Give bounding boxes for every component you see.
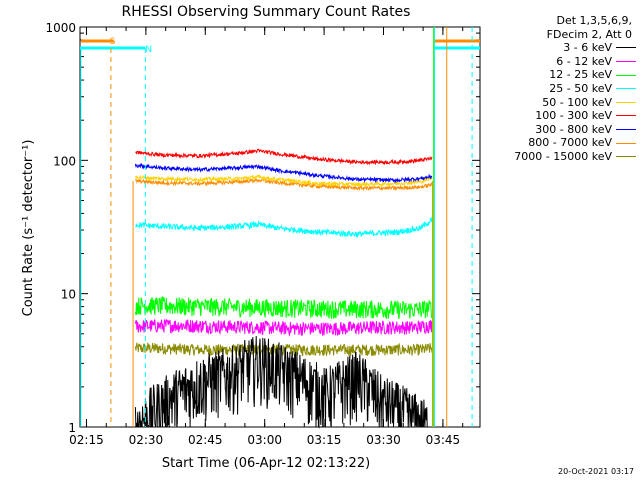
legend-label: 50 - 100 keV	[542, 95, 612, 109]
legend-label: 6 - 12 keV	[556, 54, 612, 68]
x-axis-label: Start Time (06-Apr-12 02:13:22)	[162, 456, 370, 471]
flag-label-s: S	[110, 37, 116, 47]
legend-swatch	[616, 74, 636, 76]
series-line	[134, 177, 432, 192]
legend-entry: 25 - 50 keV	[478, 82, 636, 96]
legend-label: 3 - 6 keV	[563, 41, 612, 55]
legend-swatch	[616, 101, 636, 103]
legend-swatch	[616, 115, 636, 117]
legend-label: 100 - 300 keV	[535, 109, 612, 123]
x-tick-label: 03:15	[307, 433, 342, 447]
legend-swatch	[616, 88, 636, 90]
legend-label: 300 - 800 keV	[535, 122, 612, 136]
chart-title: RHESSI Observing Summary Count Rates	[122, 4, 411, 20]
legend-entry: 3 - 6 keV	[478, 41, 636, 55]
legend-label: 25 - 50 keV	[549, 81, 612, 95]
series-line	[134, 335, 429, 429]
y-tick-label: 100	[53, 154, 76, 168]
legend-entry: 50 - 100 keV	[478, 96, 636, 110]
legend: Det 1,3,5,6,9, FDecim 2, Att 0 3 - 6 keV…	[478, 14, 636, 164]
y-tick-label: 1	[68, 421, 76, 435]
x-tick-label: 02:15	[69, 433, 104, 447]
legend-swatch	[616, 47, 636, 49]
x-tick-label: 02:30	[129, 433, 164, 447]
y-tick-label: 1000	[45, 21, 76, 35]
x-tick-label: 03:00	[247, 433, 282, 447]
y-tick-label: 10	[61, 288, 76, 302]
x-tick-label: 03:30	[366, 433, 401, 447]
series-line	[134, 318, 433, 337]
legend-entry: 6 - 12 keV	[478, 55, 636, 69]
series-line	[134, 162, 433, 184]
legend-header-line-1: Det 1,3,5,6,9,	[556, 14, 632, 27]
legend-header-line-2: FDecim 2, Att 0	[546, 27, 632, 41]
timestamp: 20-Oct-2021 03:17	[558, 467, 634, 476]
plot-area	[134, 148, 433, 429]
legend-entry: 100 - 300 keV	[478, 109, 636, 123]
series-line	[134, 174, 433, 188]
legend-entry: 12 - 25 keV	[478, 68, 636, 82]
legend-swatch	[616, 156, 636, 158]
plot-frame	[79, 26, 481, 428]
legend-swatch	[616, 129, 636, 131]
series-line	[134, 296, 433, 320]
legend-label: 12 - 25 keV	[549, 68, 612, 82]
legend-label: 800 - 7000 keV	[528, 136, 612, 150]
legend-label: 7000 - 15000 keV	[514, 149, 612, 163]
legend-entry: 300 - 800 keV	[478, 123, 636, 137]
flag-label-n: N	[145, 45, 152, 55]
x-tick-label: 03:45	[426, 433, 461, 447]
legend-entry: 800 - 7000 keV	[478, 136, 636, 150]
legend-swatch	[616, 142, 636, 144]
series-line	[135, 216, 433, 239]
x-tick-label: 02:45	[188, 433, 223, 447]
legend-entry: 7000 - 15000 keV	[478, 150, 636, 164]
legend-swatch	[616, 61, 636, 63]
y-axis-label: Count Rate (s⁻¹ detector⁻¹)	[21, 140, 36, 317]
series-line	[135, 148, 433, 166]
series-line	[134, 342, 433, 357]
